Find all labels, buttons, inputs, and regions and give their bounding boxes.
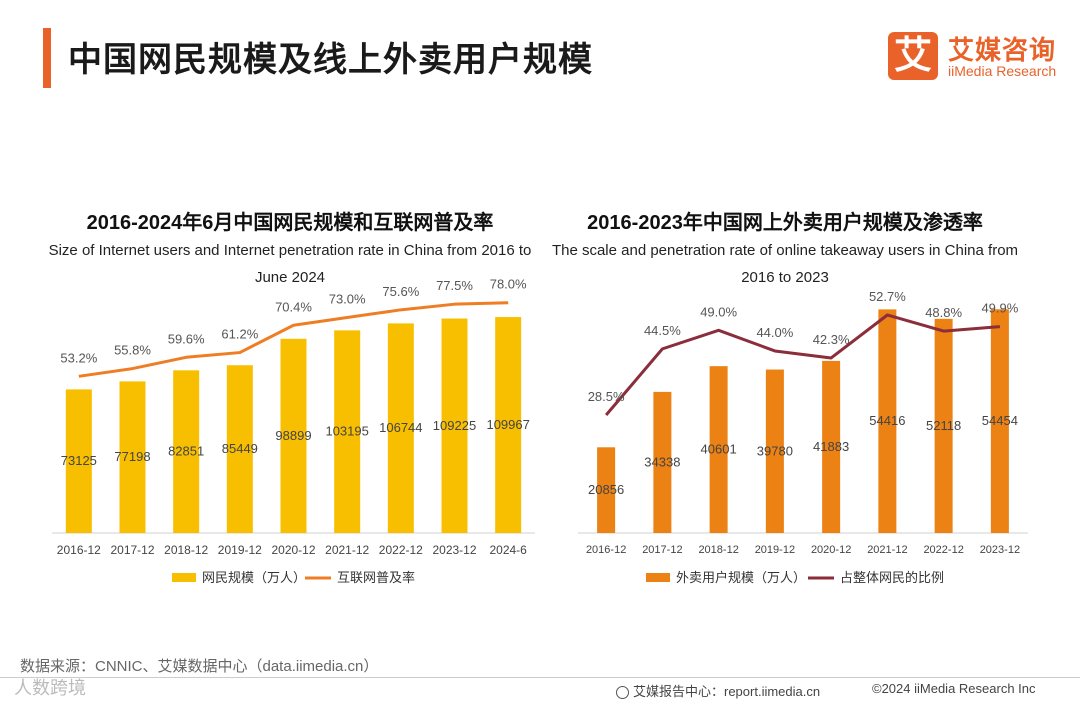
chart1-x-tick-2023-12: 2023-12 bbox=[432, 543, 476, 557]
chart2-x-tick-2023-12: 2023-12 bbox=[980, 544, 1020, 556]
chart1-bar-label-2022-12: 106744 bbox=[379, 420, 422, 435]
chart2-bar-2019-12 bbox=[765, 369, 784, 533]
footer-divider bbox=[0, 677, 1080, 678]
chart1-line-label-2017-12: 55.8% bbox=[114, 343, 151, 358]
chart2-legend-bar-swatch bbox=[646, 573, 670, 582]
chart1-line-label-2022-12: 75.6% bbox=[382, 284, 419, 299]
chart1-bar-label-2020-12: 98899 bbox=[275, 428, 311, 443]
chart2-bar-label-2018-12: 40601 bbox=[701, 442, 737, 457]
chart1-bar-2023-12 bbox=[441, 318, 468, 533]
chart2-bar-2023-12 bbox=[990, 309, 1009, 533]
chart2-bar-2020-12 bbox=[822, 360, 841, 533]
chart1-bar-2024-6 bbox=[495, 317, 522, 533]
chart2-line-label-2023-12: 49.9% bbox=[981, 301, 1018, 316]
chart1-bar-2016-12 bbox=[65, 389, 92, 533]
chart1-bar-label-2024-6: 109967 bbox=[486, 417, 529, 432]
chart1-bar-2017-12 bbox=[119, 381, 146, 533]
page-title: 中国网民规模及线上外卖用户规模 bbox=[68, 41, 593, 79]
watermark: 人数跨境 bbox=[14, 678, 86, 698]
chart1-bar-2018-12 bbox=[173, 370, 200, 533]
chart2-x-tick-2022-12: 2022-12 bbox=[923, 544, 963, 556]
chart1-line-label-2016-12: 53.2% bbox=[60, 350, 97, 365]
chart2-title: 2016-2023年中国网上外卖用户规模及渗透率 bbox=[587, 212, 983, 234]
iimedia-logo: 艾 艾媒咨询 iiMedia Research bbox=[888, 28, 1058, 84]
chart2-bar-label-2017-12: 34338 bbox=[644, 454, 680, 469]
chart2-bar-label-2019-12: 39780 bbox=[757, 443, 793, 458]
chart1-bar-label-2019-12: 85449 bbox=[222, 441, 258, 456]
chart1-bar-label-2016-12: 73125 bbox=[61, 453, 97, 468]
chart2-line-series bbox=[604, 313, 1000, 416]
chart2-line-label-2018-12: 49.0% bbox=[700, 304, 737, 319]
chart2-line-label-2020-12: 42.3% bbox=[813, 332, 850, 347]
chart1-legend-bar-swatch bbox=[172, 573, 196, 582]
chart2-bar-2016-12 bbox=[597, 447, 616, 533]
chart2-bar-2018-12 bbox=[709, 366, 728, 533]
chart2-bar-2021-12 bbox=[878, 309, 897, 533]
chart1-x-tick-2022-12: 2022-12 bbox=[379, 543, 423, 557]
chart1-title: 2016-2024年6月中国网民规模和互联网普及率 bbox=[86, 212, 494, 234]
chart1-x-tick-2019-12: 2019-12 bbox=[218, 543, 262, 557]
chart2-x-tick-2016-12: 2016-12 bbox=[586, 544, 626, 556]
chart2-bar-2017-12 bbox=[653, 391, 672, 533]
chart1-x-tick-2024-6: 2024-6 bbox=[489, 543, 527, 557]
title-accent-bar bbox=[43, 28, 51, 88]
chart2-bar-2022-12 bbox=[934, 318, 953, 533]
chart2-x-tick-2018-12: 2018-12 bbox=[698, 544, 738, 556]
chart1-bar-label-2021-12: 103195 bbox=[325, 424, 368, 439]
chart1-bar-label-2017-12: 77198 bbox=[114, 449, 150, 464]
chart1-bar-2021-12 bbox=[334, 330, 361, 533]
chart2-line-label-2021-12: 52.7% bbox=[869, 289, 906, 304]
chart1-bar-2020-12 bbox=[280, 338, 307, 533]
chart2-line-label-2022-12: 48.8% bbox=[925, 305, 962, 320]
chart2-bar-label-2016-12: 20856 bbox=[588, 482, 624, 497]
globe-icon bbox=[616, 686, 629, 699]
chart1-line-series bbox=[78, 301, 509, 378]
chart1-x-tick-2020-12: 2020-12 bbox=[271, 543, 315, 557]
chart1-line-label-2023-12: 77.5% bbox=[436, 278, 473, 293]
chart1-bar-label-2023-12: 109225 bbox=[433, 418, 476, 433]
chart1-line-label-2024-6: 78.0% bbox=[490, 277, 527, 292]
chart1-line-label-2019-12: 61.2% bbox=[221, 327, 258, 342]
chart1-line-label-2020-12: 70.4% bbox=[275, 299, 312, 314]
logo-en-name: iiMedia Research bbox=[948, 63, 1057, 79]
chart1-bar-2022-12 bbox=[387, 323, 414, 533]
chart1-line-label-2021-12: 73.0% bbox=[329, 292, 366, 307]
chart2-line-label-2019-12: 44.0% bbox=[756, 325, 793, 340]
chart2-x-tick-2017-12: 2017-12 bbox=[642, 544, 682, 556]
logo-cn-name: 艾媒咨询 bbox=[948, 35, 1057, 65]
chart1-bar-2019-12 bbox=[226, 365, 253, 533]
chart1-x-tick-2021-12: 2021-12 bbox=[325, 543, 369, 557]
chart1-x-tick-2016-12: 2016-12 bbox=[57, 543, 101, 557]
footer-report-link[interactable]: 艾媒报告中心：report.iimedia.cn bbox=[616, 681, 820, 700]
chart2-x-tick-2019-12: 2019-12 bbox=[755, 544, 795, 556]
chart1-legend-line-label: 互联网普及率 bbox=[337, 570, 415, 585]
chart1-legend-bar-label: 网民规模（万人） bbox=[202, 570, 306, 585]
chart2-bar-label-2021-12: 54416 bbox=[869, 413, 905, 428]
footer-report-text: 艾媒报告中心：report.iimedia.cn bbox=[633, 684, 821, 699]
chart2-subtitle: The scale and penetration rate of online… bbox=[551, 242, 1019, 286]
chart1-bar-label-2018-12: 82851 bbox=[168, 444, 204, 459]
data-source-note: 数据来源：CNNIC、艾媒数据中心（data.iimedia.cn） bbox=[20, 658, 379, 675]
chart1-subtitle: Size of Internet users and Internet pene… bbox=[48, 242, 532, 286]
chart2-bar-label-2020-12: 41883 bbox=[813, 439, 849, 454]
chart2-legend-line-label: 占整体网民的比例 bbox=[840, 570, 944, 585]
footer-copyright: ©2024 iiMedia Research Inc bbox=[872, 681, 1036, 696]
logo-mark: 艾 bbox=[888, 32, 938, 80]
chart2-legend-bar-label: 外卖用户规模（万人） bbox=[676, 570, 806, 585]
chart2-x-tick-2021-12: 2021-12 bbox=[867, 544, 907, 556]
chart1-x-tick-2018-12: 2018-12 bbox=[164, 543, 208, 557]
chart2-line-label-2016-12: 28.5% bbox=[588, 389, 625, 404]
chart2-x-tick-2020-12: 2020-12 bbox=[811, 544, 851, 556]
chart1-line-label-2018-12: 59.6% bbox=[168, 331, 205, 346]
chart2-bar-label-2023-12: 54454 bbox=[982, 413, 1018, 428]
chart1-x-tick-2017-12: 2017-12 bbox=[110, 543, 154, 557]
chart2-line-label-2017-12: 44.5% bbox=[644, 323, 681, 338]
chart2-bar-label-2022-12: 52118 bbox=[926, 418, 961, 433]
